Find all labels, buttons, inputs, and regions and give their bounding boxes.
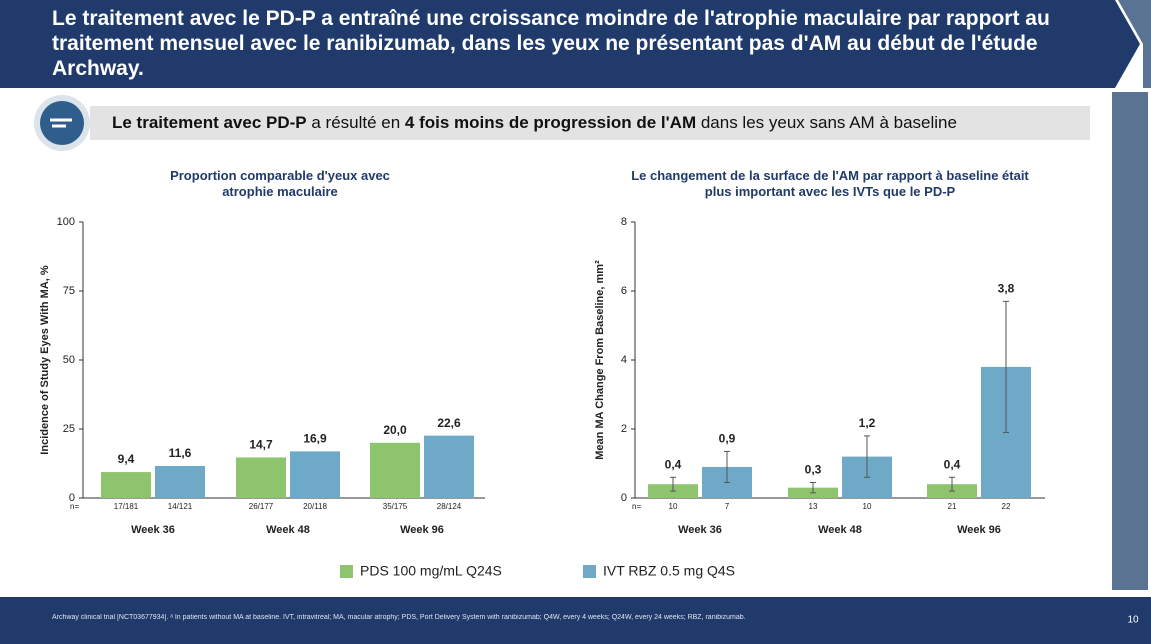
value-label: 0,9 (719, 432, 736, 446)
y-tick-label: 8 (621, 216, 627, 228)
n-label: 20/118 (303, 502, 327, 511)
n-label: 21 (948, 502, 957, 511)
callout-segment: a résulté en (306, 113, 405, 132)
bar (236, 457, 286, 498)
callout-segment: dans les yeux sans AM à baseline (696, 113, 957, 132)
y-tick-label: 100 (57, 216, 75, 228)
x-tick-label: Week 96 (400, 524, 444, 536)
y-tick-label: 2 (621, 423, 627, 435)
footnote: Archway clinical trial [NCT03677934]. ᵃ … (52, 614, 746, 621)
n-label: 22 (1002, 502, 1011, 511)
value-label: 3,8 (998, 282, 1015, 296)
footer-band (0, 597, 1151, 644)
n-label: 26/177 (249, 502, 274, 511)
y-tick-label: 0 (69, 492, 75, 504)
n-label: 7 (725, 502, 730, 511)
legend-label: PDS 100 mg/mL Q24S (360, 563, 502, 579)
slide-title: Le traitement avec le PD-P a entraîné un… (52, 7, 1050, 80)
n-prefix: n= (70, 502, 79, 511)
n-label: 17/181 (114, 502, 139, 511)
y-tick-label: 0 (621, 492, 627, 504)
side-bar (1112, 92, 1148, 590)
page-number: 10 (1127, 615, 1139, 626)
value-label: 0,3 (805, 463, 822, 477)
n-label: 14/121 (168, 502, 193, 511)
n-label: 13 (809, 502, 818, 511)
y-tick-label: 75 (63, 285, 75, 297)
bar (370, 442, 420, 498)
legend-swatch (340, 565, 353, 578)
value-label: 0,4 (665, 457, 682, 471)
x-tick-label: Week 36 (131, 524, 175, 536)
n-label: 35/175 (383, 502, 408, 511)
y-tick-label: 50 (63, 354, 75, 366)
y-tick-label: 4 (621, 354, 627, 366)
x-tick-label: Week 48 (818, 524, 862, 536)
bar (155, 465, 205, 498)
n-label: 10 (669, 502, 678, 511)
bar (101, 472, 151, 498)
x-tick-label: Week 48 (266, 524, 310, 536)
callout-segment: Le traitement avec PD-P (112, 113, 307, 132)
callout-segment: 4 fois moins de progression de l'AM (404, 113, 697, 132)
y-axis-label: Mean MA Change From Baseline, mm² (594, 260, 606, 460)
n-label: 10 (863, 502, 872, 511)
value-label: 20,0 (383, 423, 407, 437)
callout: Le traitement avec PD-P a résulté en 4 f… (112, 113, 957, 133)
legend-swatch (583, 565, 596, 578)
bar (290, 451, 340, 498)
value-label: 9,4 (118, 452, 135, 466)
value-label: 22,6 (437, 416, 461, 430)
header-band (0, 0, 1140, 88)
n-prefix: n= (632, 502, 641, 511)
legend-label: IVT RBZ 0.5 mg Q4S (603, 563, 735, 579)
n-label: 28/124 (437, 502, 462, 511)
x-tick-label: Week 96 (957, 524, 1001, 536)
header-chevron (1118, 0, 1151, 88)
chart-title: Le changement de la surface de l'AM par … (631, 168, 1029, 199)
bar (424, 435, 474, 498)
value-label: 11,6 (169, 446, 192, 460)
value-label: 0,4 (944, 457, 961, 471)
value-label: 14,7 (249, 438, 273, 452)
y-tick-label: 25 (63, 423, 75, 435)
y-tick-label: 6 (621, 285, 627, 297)
chart-title: Proportion comparable d'yeux avec atroph… (170, 168, 390, 199)
y-axis-label: Incidence of Study Eyes With MA, % (39, 265, 51, 455)
value-label: 1,2 (859, 416, 876, 430)
x-tick-label: Week 36 (678, 524, 722, 536)
callout-bar (90, 106, 1090, 140)
icon-hand (50, 118, 72, 128)
value-label: 16,9 (303, 432, 327, 446)
icon (40, 101, 84, 145)
